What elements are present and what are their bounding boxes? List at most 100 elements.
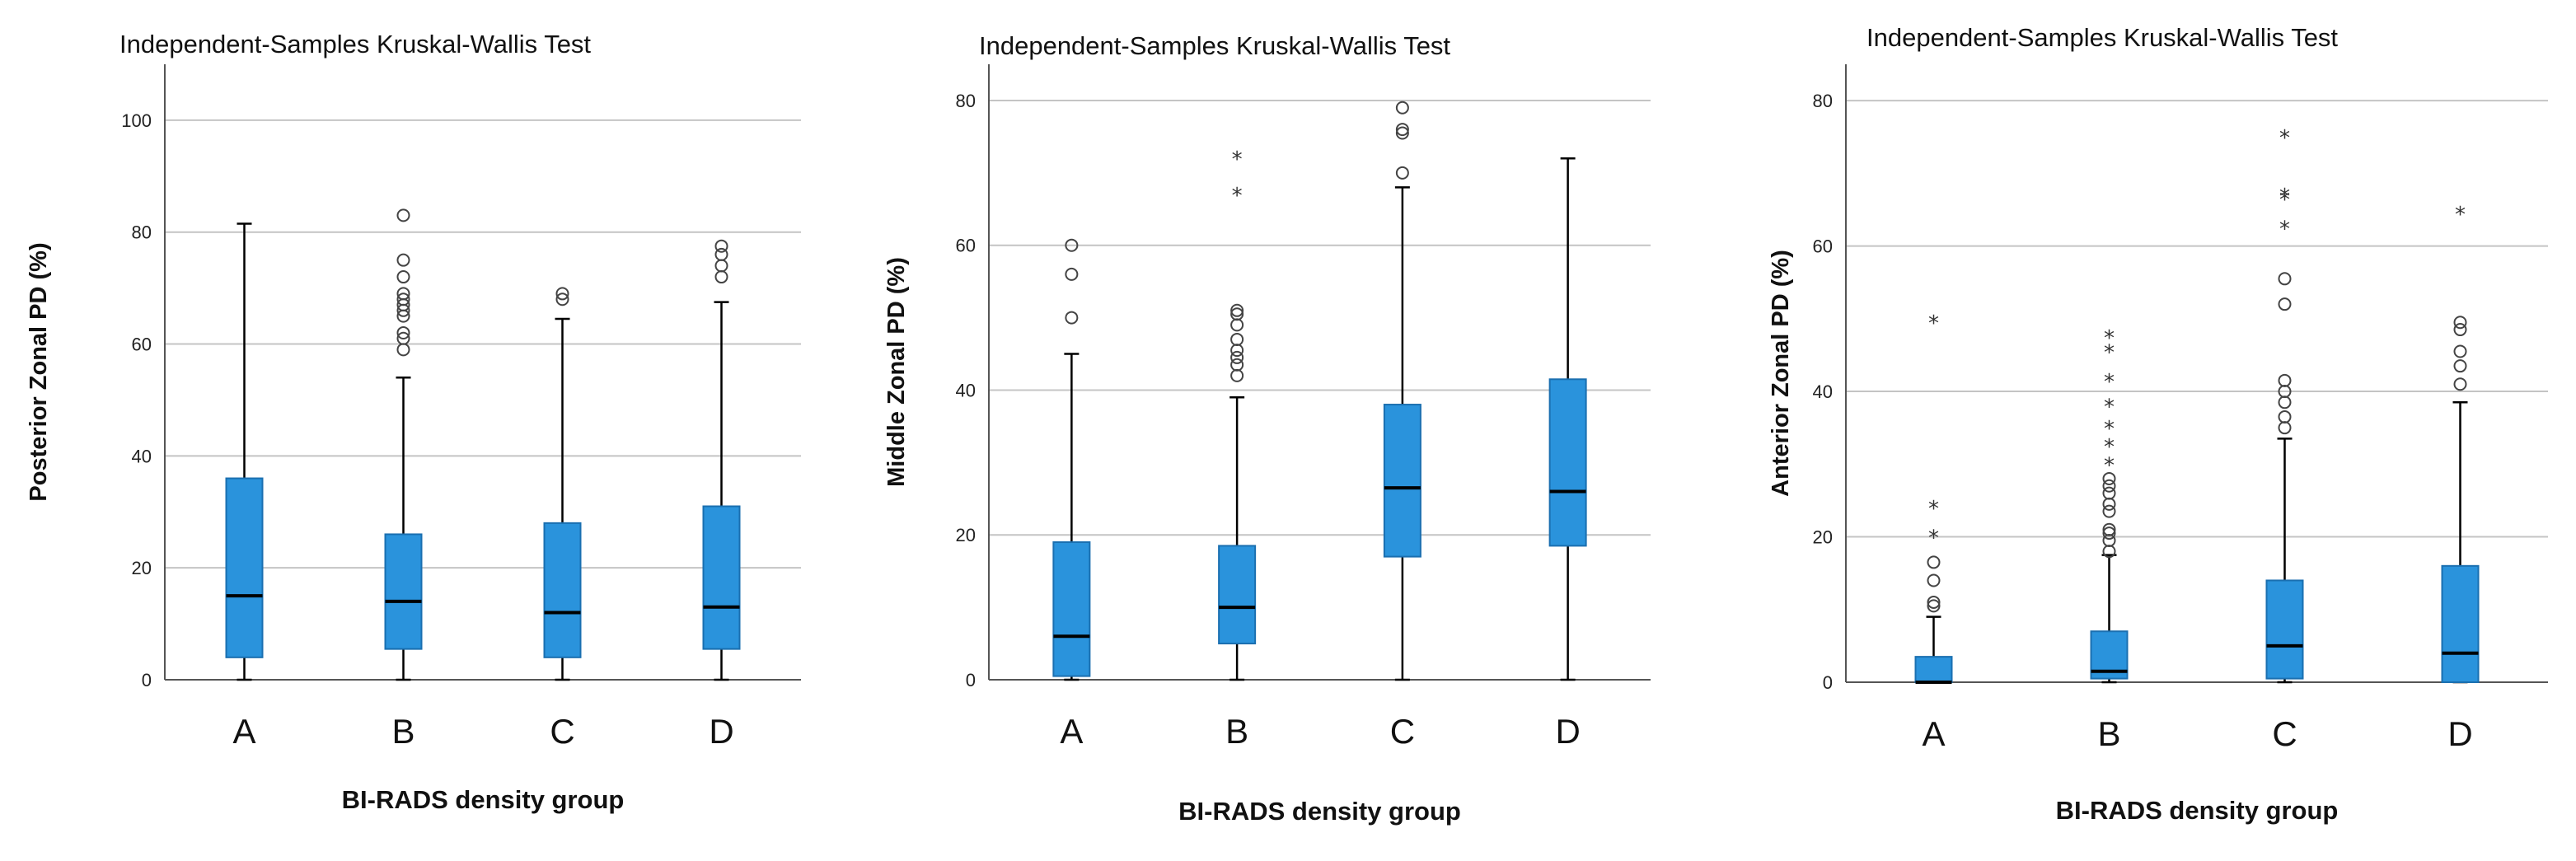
- x-tick-label: A: [232, 712, 255, 751]
- outlier-circle: [2102, 526, 2116, 540]
- outlier-circle: [2102, 486, 2116, 500]
- box-group-D: [1548, 157, 1587, 681]
- x-tick-label: C: [1390, 712, 1415, 751]
- outlier-star: *: [2279, 188, 2290, 213]
- outlier-circle: [1395, 101, 1409, 115]
- outlier-circle: [396, 287, 410, 301]
- outlier-circle: [1230, 358, 1244, 372]
- x-tick-label: A: [1922, 714, 1945, 753]
- outlier-circle: [1065, 238, 1079, 252]
- chart-panel-1: Independent-Samples Kruskal-Wallis Test 0…: [26, 30, 801, 814]
- box-group-A: * * *: [1914, 311, 1953, 684]
- y-tick-label: 100: [121, 110, 152, 131]
- outlier-circle: [1065, 311, 1079, 325]
- iqr-box: [225, 477, 264, 658]
- outlier-circle: [2102, 504, 2116, 518]
- box-group-A: [1052, 238, 1091, 681]
- iqr-box: [384, 533, 423, 650]
- box-group-B: **: [1218, 147, 1257, 681]
- outlier-circle: [1927, 555, 1941, 569]
- x-tick-label: C: [2272, 714, 2297, 753]
- y-tick-label: 80: [956, 91, 976, 111]
- outlier-star: *: [2104, 453, 2115, 478]
- outlier-circle: [2102, 471, 2116, 485]
- iqr-box: [1052, 541, 1091, 677]
- outlier-star: *: [2104, 326, 2115, 351]
- iqr-box: [702, 505, 741, 650]
- x-tick-label: B: [391, 712, 415, 751]
- outlier-circle: [1927, 595, 1941, 609]
- box-group-D: [702, 239, 741, 681]
- x-axis-label: BI-RADS density group: [2056, 796, 2339, 825]
- iqr-box: [1914, 656, 1953, 684]
- outlier-star: *: [2455, 203, 2466, 227]
- outlier-circle: [1230, 368, 1244, 382]
- outlier-circle: [2278, 395, 2292, 409]
- outlier-circle: [555, 292, 569, 306]
- y-axis-label: Middle Zonal PD (%): [883, 257, 910, 487]
- box-group-B: [384, 208, 423, 681]
- outlier-circle: [2278, 421, 2292, 435]
- outlier-star: *: [1232, 184, 1243, 208]
- outlier-circle: [1230, 332, 1244, 346]
- outlier-circle: [2102, 479, 2116, 493]
- outlier-circle: [2102, 497, 2116, 511]
- chart-title: Independent-Samples Kruskal-Wallis Test: [1866, 23, 2338, 52]
- outlier-circle: [714, 239, 728, 253]
- x-axis-label: BI-RADS density group: [1178, 797, 1461, 826]
- y-tick-label: 60: [956, 236, 976, 256]
- outlier-circle: [1230, 307, 1244, 321]
- chart-title: Independent-Samples Kruskal-Wallis Test: [119, 30, 591, 58]
- outlier-circle: [1395, 126, 1409, 140]
- y-tick-label: 60: [132, 335, 152, 355]
- outlier-circle: [396, 343, 410, 357]
- y-axis-label: Anterior Zonal PD (%): [1768, 250, 1794, 497]
- outlier-circle: [2453, 377, 2467, 391]
- y-tick-label: 40: [956, 380, 976, 400]
- outlier-star: *: [2104, 370, 2115, 395]
- y-axis-label: Posterior Zonal PD (%): [26, 242, 52, 501]
- outlier-star: *: [2104, 341, 2115, 366]
- chart-panel-3: Independent-Samples Kruskal-Wallis Test 0…: [1768, 23, 2548, 825]
- outlier-star: *: [1928, 311, 1939, 336]
- outlier-circle: [1395, 123, 1409, 137]
- x-axis-label: BI-RADS density group: [342, 785, 625, 814]
- outlier-star: *: [1928, 497, 1939, 522]
- outlier-circle: [714, 247, 728, 261]
- outlier-star: *: [2279, 185, 2290, 209]
- outlier-circle: [1230, 344, 1244, 358]
- x-tick-label: A: [1060, 712, 1083, 751]
- outlier-circle: [396, 325, 410, 339]
- x-tick-label: D: [1555, 712, 1580, 751]
- outlier-circle: [1395, 166, 1409, 180]
- outlier-star: *: [2279, 218, 2290, 242]
- box-group-B: *******: [2090, 326, 2129, 684]
- outlier-circle: [396, 292, 410, 306]
- outlier-circle: [396, 253, 410, 267]
- outlier-circle: [2453, 323, 2467, 337]
- y-tick-label: 40: [1813, 381, 1833, 402]
- y-tick-label: 0: [1823, 672, 1833, 693]
- y-tick-label: 20: [132, 558, 152, 578]
- y-tick-label: 20: [1813, 527, 1833, 548]
- y-tick-label: 0: [966, 670, 976, 690]
- box-group-A: [225, 222, 264, 681]
- outlier-circle: [1230, 318, 1244, 332]
- outlier-circle: [555, 287, 569, 301]
- chart-title: Independent-Samples Kruskal-Wallis Test: [979, 31, 1450, 60]
- y-tick-label: 0: [142, 670, 152, 690]
- outlier-circle: [1230, 303, 1244, 317]
- y-tick-label: 60: [1813, 236, 1833, 257]
- x-tick-label: B: [1225, 712, 1248, 751]
- iqr-box: [543, 522, 582, 658]
- outlier-circle: [714, 259, 728, 273]
- outlier-star: *: [2279, 126, 2290, 151]
- outlier-circle: [2278, 297, 2292, 311]
- iqr-box: [1383, 404, 1421, 558]
- outlier-circle: [714, 270, 728, 284]
- iqr-box: [1548, 378, 1587, 547]
- y-tick-label: 80: [132, 222, 152, 243]
- box-group-C: [1383, 101, 1421, 681]
